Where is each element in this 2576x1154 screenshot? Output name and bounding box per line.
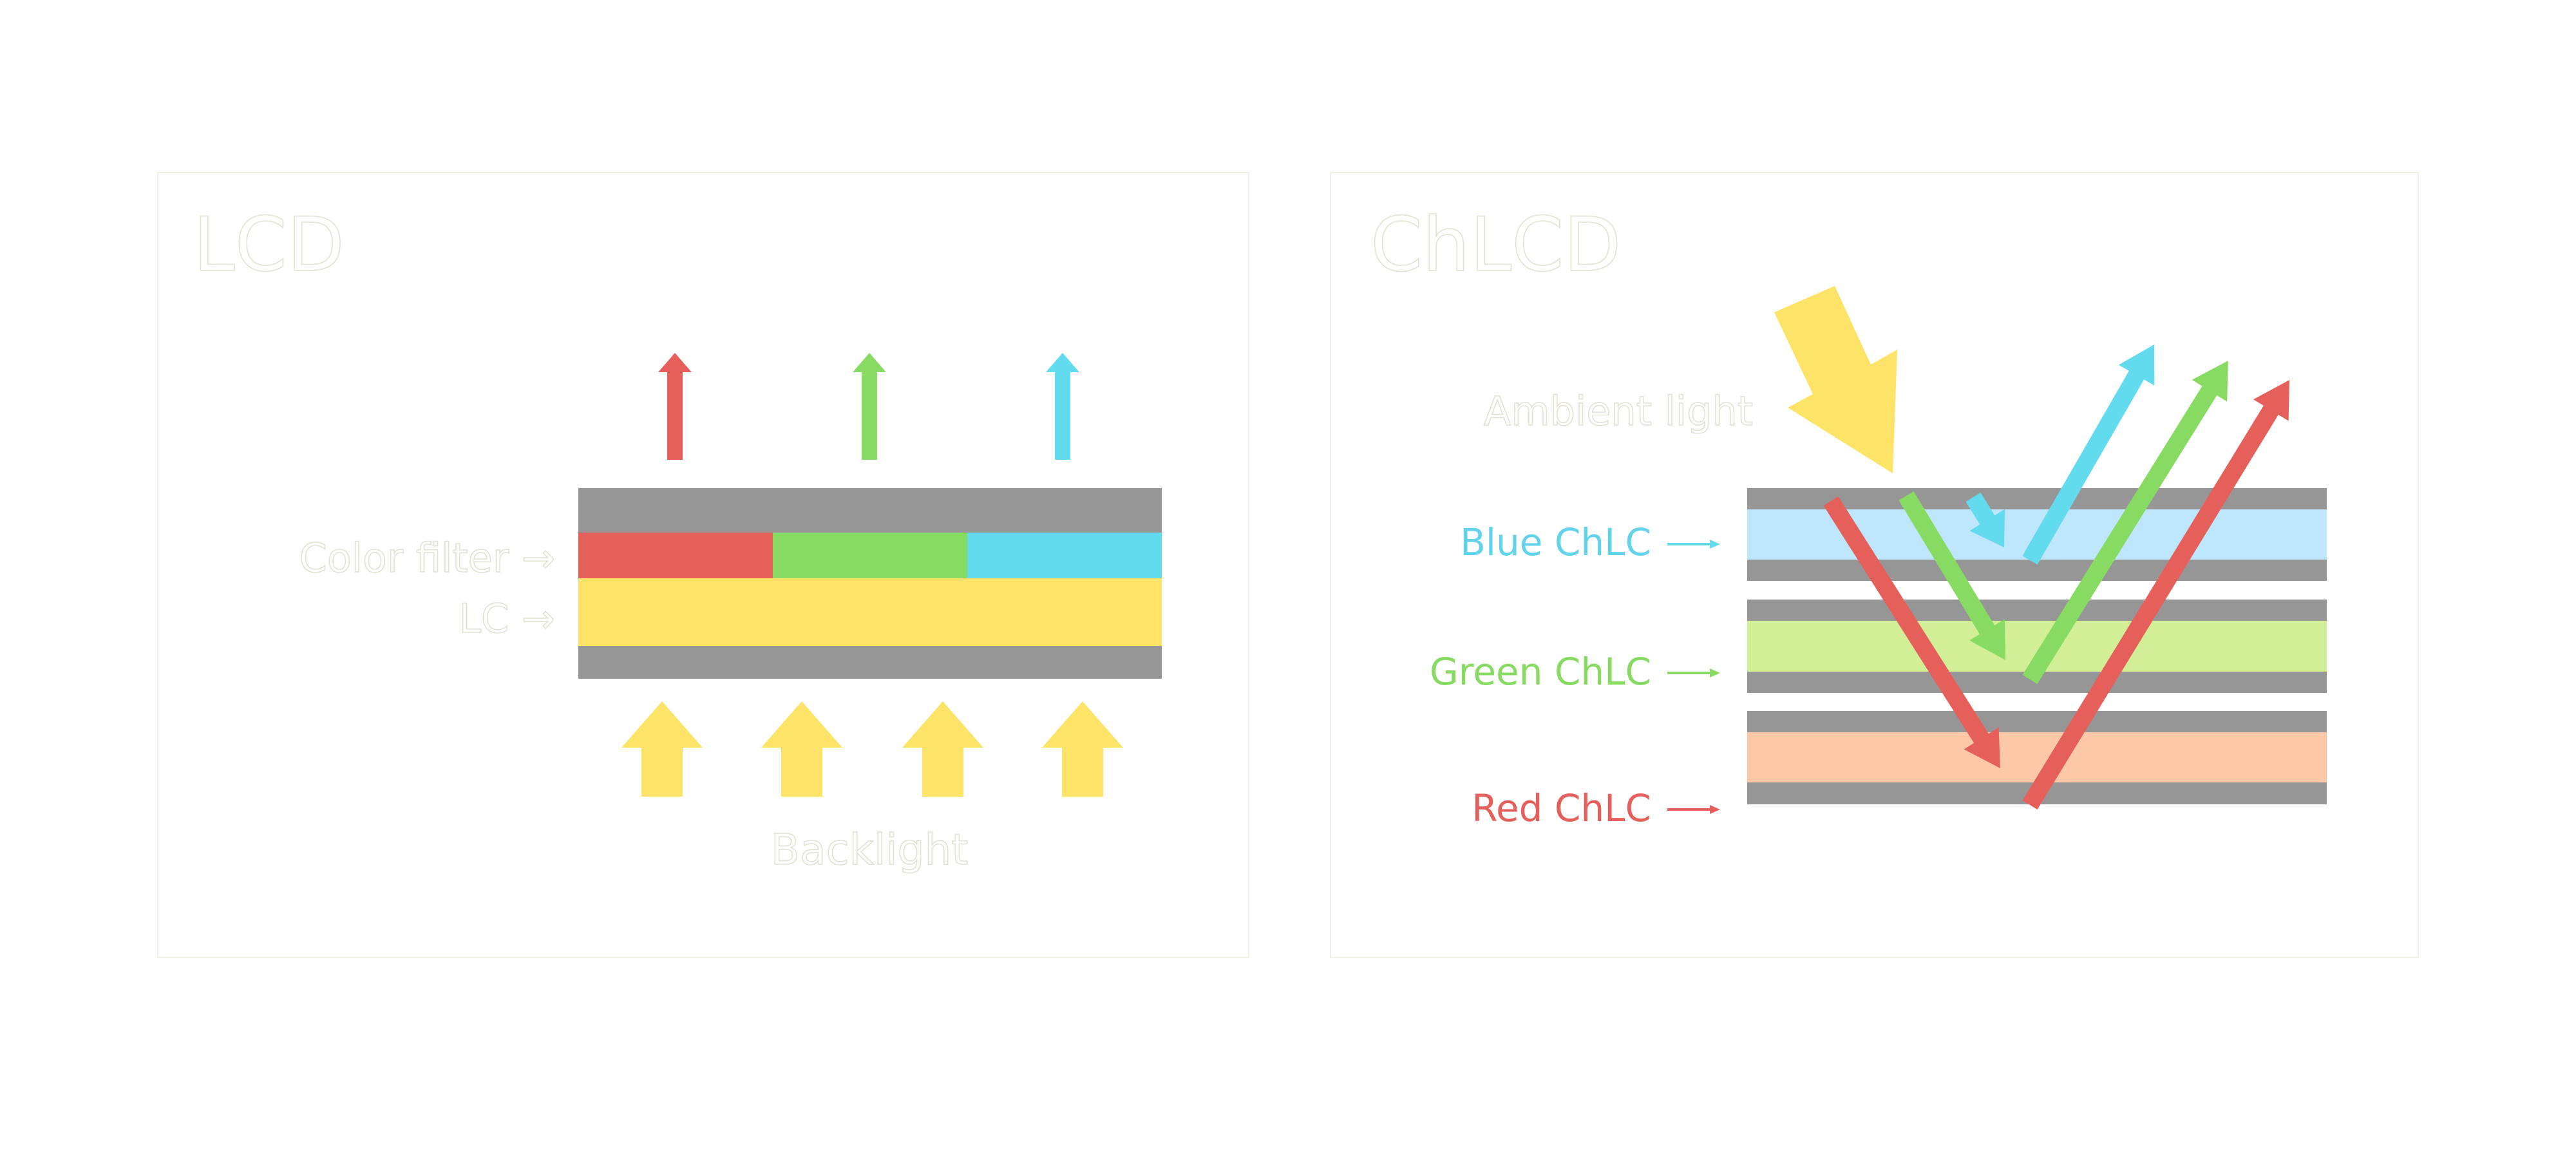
gray-layer — [1747, 711, 2327, 732]
ambient-light-label: Ambient light — [1484, 388, 1753, 435]
backlight-label: Backlight — [771, 825, 969, 875]
red-reflected-arrow — [2022, 380, 2289, 810]
red-label-pointer — [1667, 805, 1720, 814]
gray-layer — [1747, 600, 2327, 621]
color-filter-red — [578, 533, 773, 578]
backlight-arrow — [1042, 701, 1123, 797]
color-filter-cyan — [967, 533, 1162, 578]
blue-incident-arrow — [1965, 492, 2005, 547]
backlight-arrow — [761, 701, 842, 797]
green-light-up-arrow — [853, 353, 886, 460]
lcd-bottom-glass — [578, 646, 1162, 679]
chlcd-title: ChLCD — [1370, 202, 1621, 288]
green-reflected-arrow — [2022, 361, 2228, 685]
lc-layer — [578, 578, 1162, 646]
lc-label: LC → — [459, 595, 556, 642]
red-incident-arrow — [1823, 496, 2000, 768]
backlight-arrow — [902, 701, 983, 797]
blue-label-pointer — [1667, 540, 1720, 549]
lcd-title: LCD — [193, 202, 345, 288]
green-label-pointer — [1667, 668, 1720, 677]
red-light-up-arrow — [658, 353, 692, 460]
blue-chlc-label: Blue ChLC — [1460, 520, 1651, 564]
red-chlc-label: Red ChLC — [1472, 786, 1651, 830]
green-chlc-label: Green ChLC — [1430, 650, 1651, 694]
color-filter-label: Color filter → — [299, 534, 555, 582]
blue-reflected-arrow — [2022, 345, 2155, 565]
backlight-arrow — [621, 701, 703, 797]
lcd-top-glass — [578, 488, 1162, 533]
ambient-light-arrow — [1774, 286, 1897, 473]
cyan-light-up-arrow — [1046, 353, 1079, 460]
color-filter-green — [773, 533, 967, 578]
red-chlc-layer — [1747, 732, 2327, 782]
lcd-stack — [578, 488, 1162, 679]
green-incident-arrow — [1899, 491, 2005, 660]
